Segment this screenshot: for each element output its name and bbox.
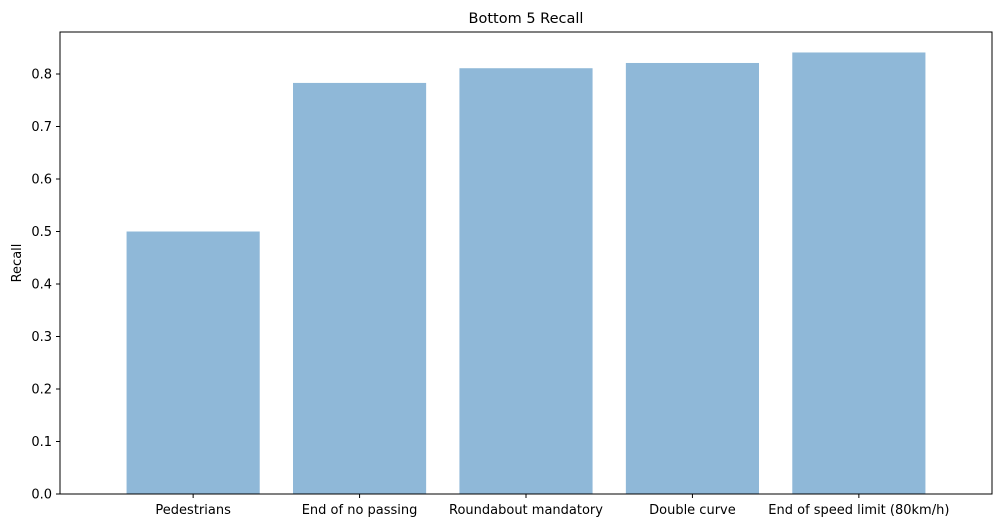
chart-title: Bottom 5 Recall — [469, 11, 584, 27]
y-tick-label: 0.6 — [31, 173, 52, 188]
y-tick-label: 0.8 — [31, 68, 52, 83]
y-ticks-layer: 0.0 0.1 0.2 0.3 0.4 0.5 0.6 0.7 0.8 — [31, 68, 60, 503]
y-tick-label: 0.3 — [31, 330, 52, 345]
y-tick-label: 0.4 — [31, 278, 52, 293]
x-tick-label: End of no passing — [302, 503, 418, 518]
bar-5 — [792, 52, 926, 494]
y-axis-title: Recall — [10, 244, 25, 283]
bar-3 — [459, 68, 593, 494]
x-tick-label: Pedestrians — [155, 503, 231, 518]
y-tick-label: 0.2 — [31, 383, 52, 398]
y-tick-label: 0.1 — [31, 435, 52, 450]
y-tick-label: 0.5 — [31, 225, 52, 240]
bar-4 — [625, 62, 759, 494]
x-tick-label: Roundabout mandatory — [449, 503, 603, 518]
y-tick-label: 0.0 — [31, 488, 52, 503]
bar-2 — [293, 82, 427, 495]
x-ticks-layer: Pedestrians End of no passing Roundabout m… — [155, 494, 949, 518]
x-tick-label: End of speed limit (80km/h) — [768, 503, 949, 518]
bar-1 — [126, 231, 260, 494]
y-tick-label: 0.7 — [31, 120, 52, 135]
x-tick-label: Double curve — [649, 503, 736, 518]
bars-layer — [126, 52, 926, 495]
